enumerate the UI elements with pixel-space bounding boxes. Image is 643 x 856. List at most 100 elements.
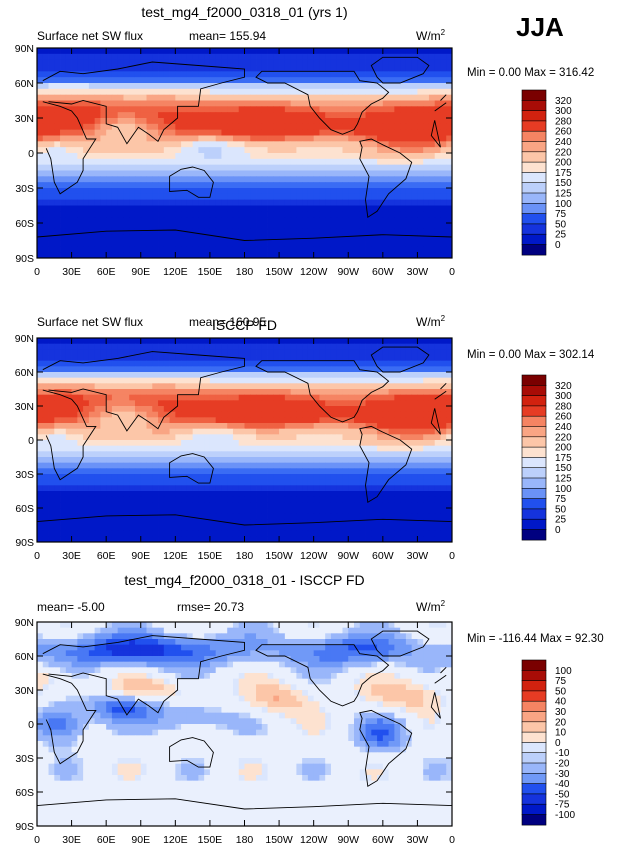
heatmap-cell [54,468,61,475]
heatmap-cell [192,400,199,407]
heatmap-cell [428,193,436,201]
heatmap-cell [290,485,297,492]
heatmap-cell [440,252,447,259]
heatmap-cell [354,147,361,154]
heatmap-cell [325,147,332,154]
heatmap-cell [111,423,119,430]
heatmap-cell [417,193,424,201]
heatmap-cell [307,496,315,503]
heatmap-cell [267,246,274,253]
heatmap-cell [117,188,124,195]
heatmap-cell [250,182,257,189]
heatmap-cell [250,88,257,96]
heatmap-cell [434,158,441,166]
heatmap-cell [71,502,78,509]
heatmap-cell [186,94,194,101]
heatmap-cell [279,217,286,224]
heatmap-cell [227,65,234,72]
heatmap-cell [284,400,292,407]
heatmap-cell [411,71,418,78]
heatmap-cell [152,170,159,177]
heatmap-cell [152,457,159,464]
heatmap-cell [134,88,142,96]
heatmap-cell [365,112,372,119]
heatmap-cell [377,199,384,206]
heatmap-cell [48,355,55,362]
heatmap-cell [273,182,280,189]
heatmap-cell [244,457,251,464]
heatmap-cell [359,170,366,177]
heatmap-cell [111,83,119,90]
heatmap-cell [77,188,84,195]
heatmap-cell [411,217,418,224]
heatmap-cell [382,59,389,66]
heatmap-cell [428,355,436,362]
heatmap-cell [152,246,159,253]
heatmap-cell [146,389,153,396]
heatmap-cell [106,440,113,447]
heatmap-cell [106,228,113,236]
heatmap-cell [227,462,234,469]
heatmap-cell [336,468,343,475]
heatmap-cell [181,355,188,362]
heatmap-cell [204,234,211,241]
heatmap-cell [284,83,292,90]
heatmap-cell [307,338,315,345]
heatmap-cell [83,406,90,413]
heatmap-cell [313,83,320,90]
heatmap-cell [232,59,240,66]
heatmap-cell [313,228,320,236]
heatmap-cell [302,508,309,515]
heatmap-cell [400,445,407,452]
heatmap-cell [88,199,96,206]
heatmap-cell [411,77,418,84]
heatmap-cell [106,372,113,379]
heatmap-cell [152,372,159,379]
heatmap-cell [279,252,286,259]
coastline [370,56,430,84]
heatmap-cell [152,349,159,356]
heatmap-cell [411,234,418,241]
heatmap-cell [359,147,366,154]
heatmap-cell [117,508,124,515]
heatmap-cell [209,141,217,148]
heatmap-cell [65,423,72,430]
heatmap-cell [423,129,430,136]
heatmap-cell [158,468,165,475]
heatmap-cell [313,153,320,160]
heatmap-cell [325,423,332,430]
heatmap-cell [227,360,234,367]
heatmap-cell [423,118,430,125]
heatmap-cell [215,394,222,401]
heatmap-cell [394,176,401,183]
heatmap-cell [94,445,101,452]
heatmap-cell [330,411,338,418]
heatmap-cell [290,338,297,345]
heatmap-cell [417,252,424,259]
heatmap-cell [94,65,101,72]
heatmap-cell [284,112,292,119]
heatmap-cell [296,445,303,452]
heatmap-cell [400,479,407,486]
heatmap-cell [94,48,101,55]
heatmap-cell [158,457,165,464]
heatmap-cell [354,474,361,481]
heatmap-cell [348,457,355,464]
heatmap-cell [37,462,44,469]
heatmap-cell [440,451,447,458]
heatmap-cell [60,349,67,356]
heatmap-cell [60,123,67,131]
heatmap-cell [290,48,297,55]
heatmap-cell [204,182,211,189]
heatmap-cell [273,394,280,401]
heatmap-cell [152,88,159,96]
heatmap-cell [302,193,309,201]
heatmap-cell [123,240,130,247]
heatmap-cell [423,491,430,498]
heatmap-cell [42,428,49,435]
heatmap-cell [244,445,251,452]
heatmap-cell [117,240,124,247]
heatmap-cell [325,406,332,413]
heatmap-cell [111,474,119,481]
heatmap-cell [129,77,136,84]
